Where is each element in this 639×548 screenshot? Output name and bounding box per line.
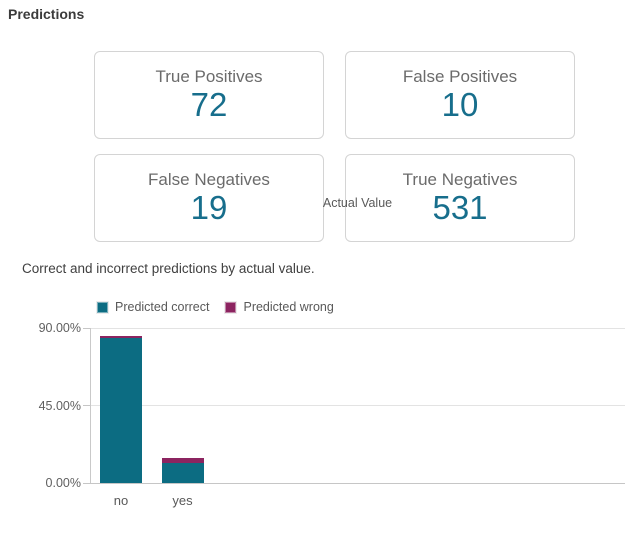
x-axis-category-label: no bbox=[113, 493, 129, 508]
card-label: False Negatives bbox=[148, 169, 270, 189]
y-axis-tick bbox=[83, 482, 90, 484]
chart-legend: Predicted correct Predicted wrong bbox=[96, 300, 334, 314]
bar-chart-plot: 0.00% 45.00% 90.00% no yes bbox=[0, 320, 639, 548]
x-axis-category-label: yes bbox=[172, 493, 193, 508]
legend-swatch-wrong-icon bbox=[224, 300, 238, 314]
card-value: 72 bbox=[190, 86, 228, 124]
chart-title: Correct and incorrect predictions by act… bbox=[22, 261, 315, 276]
card-false-positives: False Positives 10 bbox=[345, 51, 575, 139]
card-label: True Negatives bbox=[402, 169, 518, 189]
gridline bbox=[90, 327, 625, 329]
y-axis-label: 90.00% bbox=[38, 321, 81, 335]
bar-segment-no-predicted-wrong[interactable] bbox=[100, 335, 142, 339]
card-false-negatives: False Negatives 19 bbox=[94, 154, 324, 242]
card-true-negatives: True Negatives 531 bbox=[345, 154, 575, 242]
y-axis-label: 45.00% bbox=[38, 398, 81, 413]
legend-item-predicted-wrong[interactable]: Predicted wrong bbox=[224, 300, 334, 314]
bar-segment-yes-predicted-wrong[interactable] bbox=[161, 458, 204, 464]
x-axis-title: Actual Value bbox=[322, 196, 393, 210]
page-title: Predictions bbox=[8, 6, 85, 22]
legend-label: Predicted correct bbox=[115, 300, 210, 314]
y-axis-line bbox=[90, 328, 91, 483]
card-label: True Positives bbox=[155, 66, 263, 86]
bar-segment-yes-predicted-correct[interactable] bbox=[161, 463, 204, 483]
card-value: 19 bbox=[190, 189, 228, 227]
confusion-matrix-cards: True Positives 72 False Positives 10 Fal… bbox=[94, 51, 575, 242]
gridline bbox=[90, 405, 625, 406]
bar-segment-no-predicted-correct[interactable] bbox=[100, 338, 142, 483]
card-label: False Positives bbox=[402, 66, 518, 86]
card-true-positives: True Positives 72 bbox=[94, 51, 324, 139]
y-axis-label: 0.00% bbox=[45, 476, 81, 490]
card-value: 10 bbox=[441, 86, 479, 124]
legend-swatch-correct-icon bbox=[96, 300, 109, 314]
card-value: 531 bbox=[432, 189, 488, 227]
legend-label: Predicted wrong bbox=[243, 300, 334, 314]
y-axis-tick bbox=[83, 405, 90, 406]
y-axis-tick bbox=[83, 327, 90, 329]
legend-item-predicted-correct[interactable]: Predicted correct bbox=[96, 300, 210, 314]
x-axis-line bbox=[90, 482, 625, 484]
